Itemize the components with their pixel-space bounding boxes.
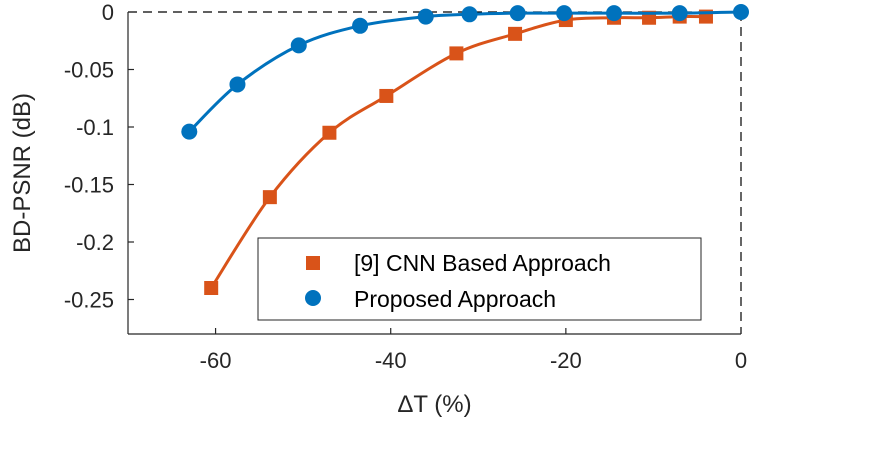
data-point-cnn (204, 281, 219, 295)
data-point-proposed (461, 6, 478, 23)
y-tick-label: -0.1 (76, 115, 114, 140)
data-point-proposed (509, 5, 526, 22)
legend: [9] CNN Based Approach Proposed Approach (257, 237, 702, 321)
legend-box (257, 237, 702, 321)
x-ticks: -60 -40 -20 0 (200, 328, 747, 373)
data-point-cnn (379, 88, 394, 103)
y-axis-label: BD-PSNR (dB) (9, 93, 36, 253)
data-point-proposed (181, 123, 198, 140)
series-layer (181, 4, 749, 295)
x-tick-label: -60 (200, 348, 232, 373)
data-point-proposed (229, 76, 246, 93)
data-point-proposed (417, 8, 434, 25)
x-tick-label: -20 (550, 348, 582, 373)
y-tick-label: -0.2 (76, 230, 114, 255)
legend-label-cnn: [9] CNN Based Approach (354, 250, 611, 276)
data-point-cnn (449, 46, 464, 61)
data-point-cnn (508, 26, 523, 41)
y-tick-label: -0.05 (64, 58, 114, 83)
data-point-proposed (290, 37, 307, 54)
y-tick-label: 0 (102, 0, 114, 25)
y-tick-label: -0.15 (64, 173, 114, 198)
series-line-proposed (188, 10, 742, 133)
data-point-proposed (733, 4, 749, 20)
legend-label-proposed: Proposed Approach (354, 286, 556, 312)
data-point-proposed (671, 5, 688, 22)
data-point-cnn (322, 125, 337, 140)
data-point-proposed (556, 5, 573, 22)
y-tick-label: -0.25 (64, 288, 114, 313)
x-tick-label: -40 (375, 348, 407, 373)
y-ticks: 0 -0.05 -0.1 -0.15 -0.2 -0.25 (64, 0, 134, 313)
data-point-proposed (606, 5, 623, 22)
data-point-cnn (262, 190, 277, 205)
legend-marker-cnn (306, 256, 320, 270)
x-axis-label: ΔT (%) (397, 391, 471, 418)
x-tick-label: 0 (735, 348, 747, 373)
data-point-proposed (352, 17, 369, 34)
legend-marker-proposed (305, 290, 321, 306)
